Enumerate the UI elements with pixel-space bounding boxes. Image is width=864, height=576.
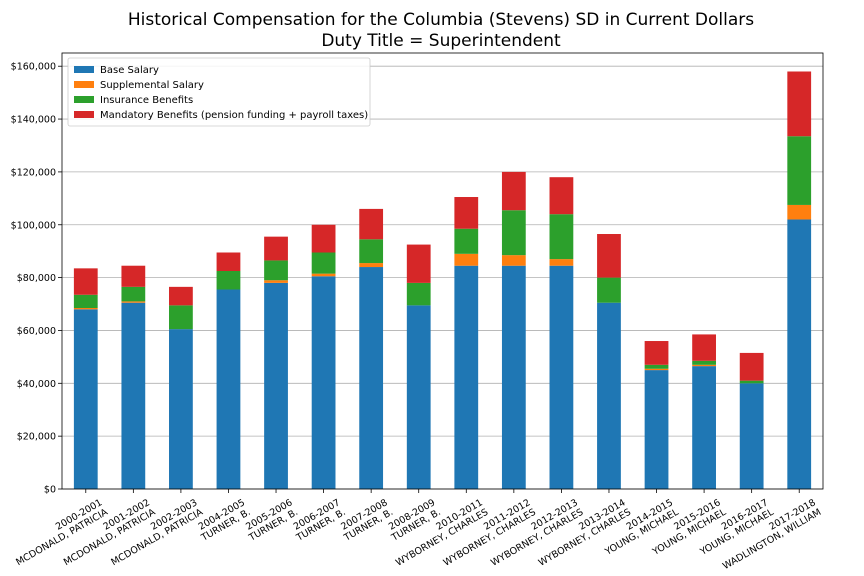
bar-base-salary [644, 370, 669, 489]
bar-mandatory-benefits-pension-funding-payroll-taxes [169, 286, 193, 306]
bar-mandatory-benefits-pension-funding-payroll-taxes [359, 208, 384, 240]
legend-label: Insurance Benefits [100, 95, 193, 106]
bar-insurance-benefits [406, 282, 431, 306]
bar-supplemental-salary [787, 204, 812, 220]
bar-mandatory-benefits-pension-funding-payroll-taxes [264, 236, 288, 261]
chart-title: Historical Compensation for the Columbia… [128, 10, 754, 30]
legend-box [67, 57, 371, 127]
legend: Base Salary Supplemental Salary Insurance … [67, 57, 371, 127]
bar-insurance-benefits [121, 286, 146, 302]
bar-mandatory-benefits-pension-funding-payroll-taxes [216, 252, 241, 271]
bar-base-salary [169, 329, 193, 489]
y-tick-label: $140,000 [11, 115, 56, 126]
y-tick-label: $20,000 [17, 432, 56, 443]
bar-mandatory-benefits-pension-funding-payroll-taxes [597, 234, 621, 278]
y-tick-label: $80,000 [17, 273, 56, 284]
bar-supplemental-salary [121, 301, 146, 303]
bar-insurance-benefits [169, 305, 193, 330]
bar-insurance-benefits [549, 214, 574, 260]
bar-mandatory-benefits-pension-funding-payroll-taxes [454, 197, 479, 229]
bar-base-salary [406, 305, 431, 489]
bar-mandatory-benefits-pension-funding-payroll-taxes [121, 265, 146, 287]
bar-insurance-benefits [264, 260, 288, 281]
bar-base-salary [597, 302, 621, 489]
bar-mandatory-benefits-pension-funding-payroll-taxes [311, 224, 336, 253]
bar-mandatory-benefits-pension-funding-payroll-taxes [644, 341, 669, 365]
y-axis: $0 $20,000 $40,000 $60,000 $80,000 $100,000 $1… [11, 62, 62, 496]
legend-swatch [74, 66, 94, 73]
bar-base-salary [73, 309, 98, 489]
legend-swatch [74, 96, 94, 103]
legend-label: Supplemental Salary [100, 80, 204, 91]
bar-base-salary [501, 265, 526, 489]
bar-mandatory-benefits-pension-funding-payroll-taxes [739, 352, 764, 381]
bar-base-salary [216, 289, 241, 489]
bar-mandatory-benefits-pension-funding-payroll-taxes [73, 268, 98, 295]
bar-insurance-benefits [216, 271, 241, 290]
legend-label: Mandatory Benefits (pension funding + pa… [100, 110, 368, 121]
bar-mandatory-benefits-pension-funding-payroll-taxes [501, 171, 526, 211]
bar-base-salary [692, 366, 716, 489]
bar-insurance-benefits [787, 136, 812, 205]
bar-base-salary [264, 282, 288, 489]
bar-mandatory-benefits-pension-funding-payroll-taxes [787, 71, 812, 137]
chart-subtitle: Duty Title = Superintendent [321, 31, 561, 51]
bar-insurance-benefits [311, 252, 336, 274]
y-tick-label: $0 [44, 485, 56, 496]
y-tick-label: $120,000 [11, 167, 56, 178]
bar-mandatory-benefits-pension-funding-payroll-taxes [406, 244, 431, 283]
bar-supplemental-salary [264, 280, 288, 283]
bar-insurance-benefits [73, 294, 98, 308]
bar-base-salary [359, 267, 384, 489]
bar-base-salary [454, 265, 479, 489]
bars [73, 71, 812, 490]
bar-insurance-benefits [692, 360, 716, 365]
bar-supplemental-salary [501, 255, 526, 266]
legend-swatch [74, 111, 94, 118]
bar-mandatory-benefits-pension-funding-payroll-taxes [692, 334, 716, 361]
bar-base-salary [739, 383, 764, 489]
y-tick-label: $160,000 [11, 62, 56, 73]
bar-insurance-benefits [644, 364, 669, 369]
bar-base-salary [787, 219, 812, 490]
y-tick-label: $100,000 [11, 220, 56, 231]
y-tick-label: $40,000 [17, 379, 56, 390]
legend-swatch [74, 81, 94, 88]
bar-supplemental-salary [454, 253, 479, 266]
bar-supplemental-salary [692, 364, 716, 367]
bar-insurance-benefits [739, 380, 764, 384]
bar-supplemental-salary [359, 263, 384, 268]
bar-supplemental-salary [644, 368, 669, 371]
bar-insurance-benefits [597, 277, 621, 303]
bar-base-salary [549, 265, 574, 489]
bar-insurance-benefits [454, 228, 479, 254]
bar-mandatory-benefits-pension-funding-payroll-taxes [549, 177, 574, 215]
plot-frame [61, 52, 824, 490]
bar-base-salary [121, 302, 146, 489]
bar-base-salary [311, 276, 336, 489]
bar-supplemental-salary [549, 259, 574, 266]
y-tick-label: $60,000 [17, 326, 56, 337]
bar-supplemental-salary [73, 307, 98, 310]
bar-insurance-benefits [359, 239, 384, 264]
legend-label: Base Salary [100, 65, 159, 76]
bar-insurance-benefits [501, 210, 526, 256]
bar-supplemental-salary [311, 273, 336, 277]
